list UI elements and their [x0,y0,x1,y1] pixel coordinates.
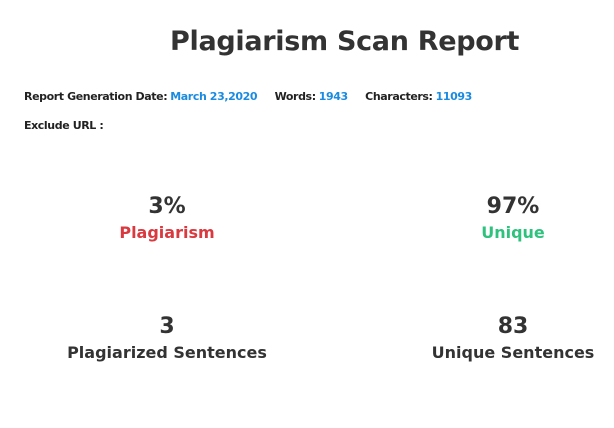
unique-sentences-label: Unique Sentences [431,343,595,362]
character-count-label: Characters: [365,90,433,103]
plagiarized-sentences-count: 3 [159,314,175,339]
report-title: Plagiarism Scan Report [170,26,520,57]
report-date-value: March 23,2020 [170,90,258,103]
report-date-label: Report Generation Date: [24,90,168,103]
word-count-value: 1943 [318,90,348,103]
unique-sentences-count: 83 [497,314,529,339]
unique-stat: 97% Unique [403,194,614,243]
report-date: Report Generation Date: March 23,2020 [24,90,261,103]
word-count: Words: 1943 [275,90,352,103]
word-count-label: Words: [274,90,317,103]
unique-percent: 97% [486,194,540,219]
exclude-url-label: Exclude URL : [24,119,104,132]
plagiarism-label: Plagiarism [119,223,215,242]
character-count: Characters: 11093 [365,90,472,103]
report-meta-row: Report Generation Date: March 23,2020 Wor… [24,90,486,103]
exclude-url: Exclude URL : [24,119,104,132]
plagiarism-stat: 3% Plagiarism [57,194,277,243]
plagiarized-sentences-label: Plagiarized Sentences [67,343,267,362]
character-count-value: 11093 [435,90,473,103]
unique-label: Unique [481,223,545,242]
plagiarized-sentences-stat: 3 Plagiarized Sentences [57,314,277,363]
plagiarism-percent: 3% [148,194,186,219]
unique-sentences-stat: 83 Unique Sentences [403,314,614,363]
